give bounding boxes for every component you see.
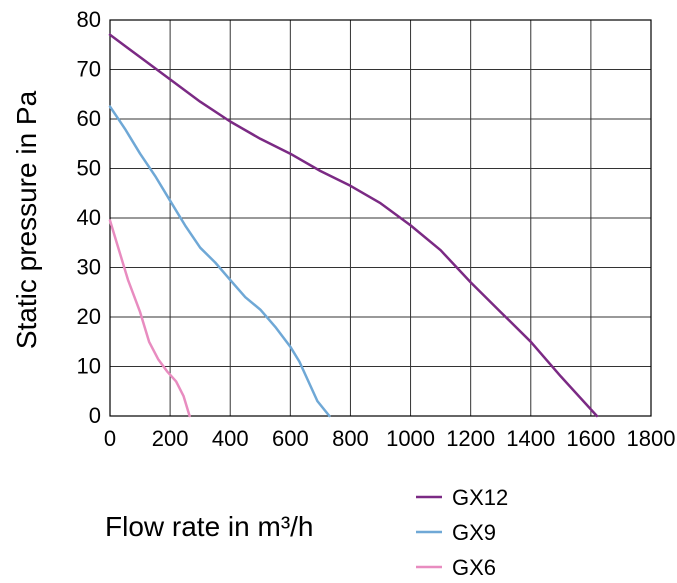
- y-tick-label: 80: [77, 7, 101, 32]
- series-line-gx6: [108, 219, 191, 418]
- legend: GX12 GX9 GX6: [416, 485, 508, 580]
- y-tick-label: 60: [77, 106, 101, 131]
- y-tick-label: 40: [77, 205, 101, 230]
- legend-label-gx9: GX9: [452, 520, 496, 545]
- plot-frame: [109, 19, 652, 417]
- legend-label-gx6: GX6: [452, 555, 496, 580]
- x-tick-label: 1600: [566, 426, 615, 451]
- y-tick-label: 30: [77, 255, 101, 280]
- x-tick-label: 1400: [506, 426, 555, 451]
- series-line-gx9: [108, 105, 331, 418]
- y-tick-label: 50: [77, 156, 101, 181]
- y-tick-label: 20: [77, 304, 101, 329]
- x-tick-label: 1200: [446, 426, 495, 451]
- legend-label-gx12: GX12: [452, 485, 508, 510]
- x-tick-label: 800: [332, 426, 369, 451]
- x-tick-label: 0: [104, 426, 116, 451]
- y-axis-title: Static pressure in Pa: [11, 90, 42, 349]
- series-line-gx12: [108, 33, 599, 418]
- x-tick-label: 400: [212, 426, 249, 451]
- series-lines: [108, 33, 599, 418]
- x-tick-label: 1000: [386, 426, 435, 451]
- y-tick-label: 70: [77, 57, 101, 82]
- y-tick-label: 10: [77, 354, 101, 379]
- y-tick-labels: 0 10 20 30 40 50 60 70 80: [77, 7, 101, 428]
- x-axis-title: Flow rate in m³/h: [105, 511, 314, 542]
- y-tick-label: 0: [89, 403, 101, 428]
- x-tick-label: 200: [152, 426, 189, 451]
- grid: [109, 19, 652, 417]
- x-tick-labels: 0 200 400 600 800 1000 1200 1400 1600 1800: [104, 426, 676, 451]
- x-tick-label: 1800: [627, 426, 676, 451]
- x-tick-label: 600: [272, 426, 309, 451]
